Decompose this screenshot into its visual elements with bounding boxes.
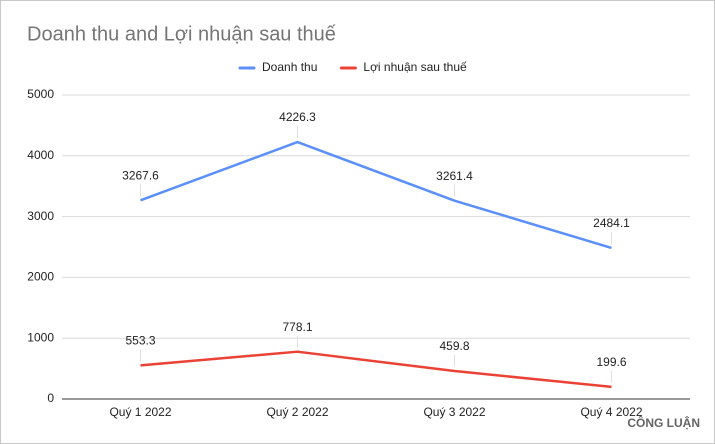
data-label: 199.6 — [596, 355, 626, 369]
series-line — [140, 140, 612, 250]
x-tick-label: Quý 3 2022 — [423, 405, 485, 419]
x-tick-label: Quý 4 2022 — [580, 405, 642, 419]
y-tick-label: 2000 — [27, 270, 54, 284]
y-tick-label: 4000 — [27, 148, 54, 162]
data-label: 553.3 — [125, 334, 155, 348]
y-tick-label: 5000 — [27, 87, 54, 101]
data-label: 3261.4 — [436, 169, 473, 183]
data-label: 3267.6 — [122, 169, 159, 183]
data-label: 4226.3 — [279, 110, 316, 124]
y-tick-label: 0 — [47, 391, 54, 405]
data-label: 778.1 — [282, 320, 312, 334]
data-label: 2484.1 — [593, 216, 630, 230]
y-tick-label: 1000 — [27, 330, 54, 344]
series-line — [140, 350, 612, 389]
chart-title: Doanh thu and Lợi nhuận sau thuế — [27, 23, 336, 45]
x-tick-label: Quý 1 2022 — [109, 405, 171, 419]
data-label: 459.8 — [439, 339, 469, 353]
watermark: CÔNG LUẬN — [627, 415, 700, 430]
legend-label: Lợi nhuận sau thuế — [363, 60, 467, 74]
x-tick-label: Quý 2 2022 — [266, 405, 328, 419]
y-tick-label: 3000 — [27, 209, 54, 223]
legend-label: Doanh thu — [262, 60, 317, 74]
